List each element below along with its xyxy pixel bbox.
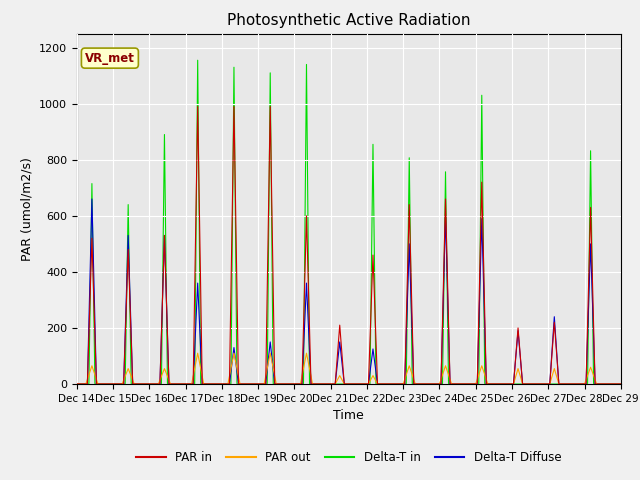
Legend: PAR in, PAR out, Delta-T in, Delta-T Diffuse: PAR in, PAR out, Delta-T in, Delta-T Dif…	[131, 446, 566, 468]
Y-axis label: PAR (umol/m2/s): PAR (umol/m2/s)	[20, 157, 33, 261]
Text: VR_met: VR_met	[85, 52, 135, 65]
X-axis label: Time: Time	[333, 409, 364, 422]
Title: Photosynthetic Active Radiation: Photosynthetic Active Radiation	[227, 13, 470, 28]
